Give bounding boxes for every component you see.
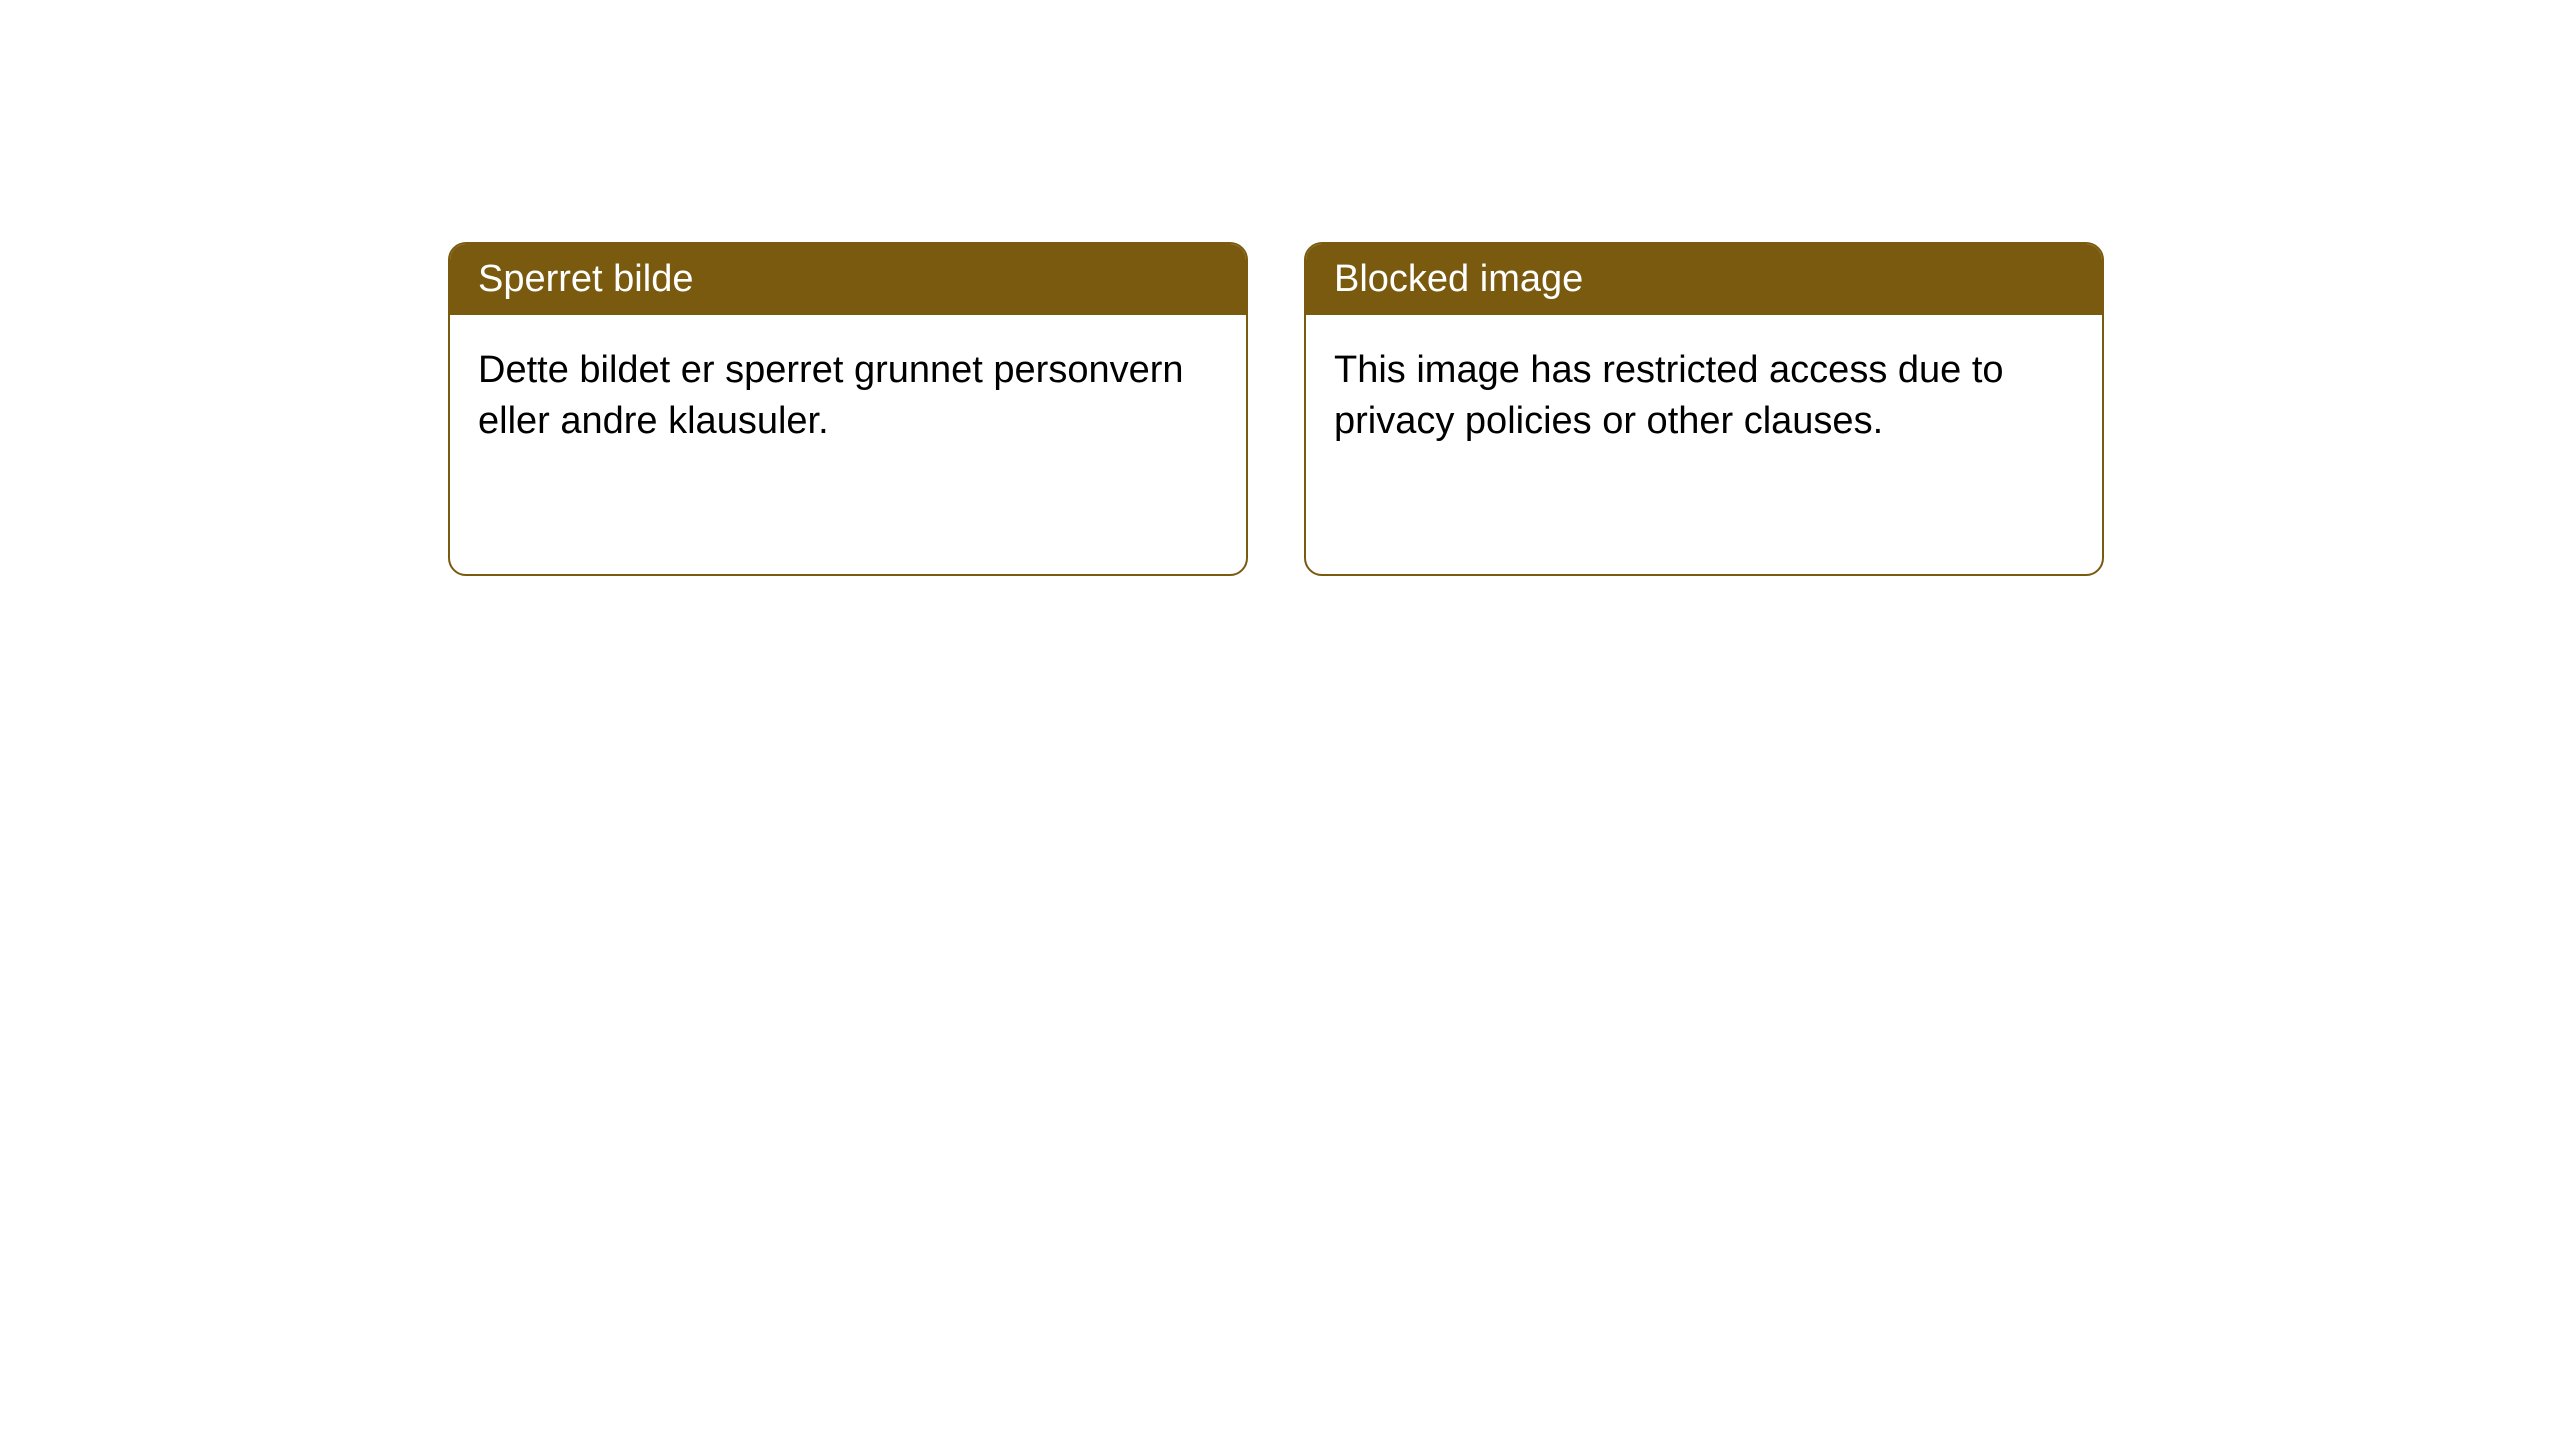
blocked-image-card-norwegian: Sperret bilde Dette bildet er sperret gr… <box>448 242 1248 576</box>
card-body-text-english: This image has restricted access due to … <box>1306 315 2102 478</box>
card-header-title-norwegian: Sperret bilde <box>450 244 1246 315</box>
card-body-text-norwegian: Dette bildet er sperret grunnet personve… <box>450 315 1246 478</box>
cards-container: Sperret bilde Dette bildet er sperret gr… <box>448 242 2104 576</box>
blocked-image-card-english: Blocked image This image has restricted … <box>1304 242 2104 576</box>
card-header-title-english: Blocked image <box>1306 244 2102 315</box>
